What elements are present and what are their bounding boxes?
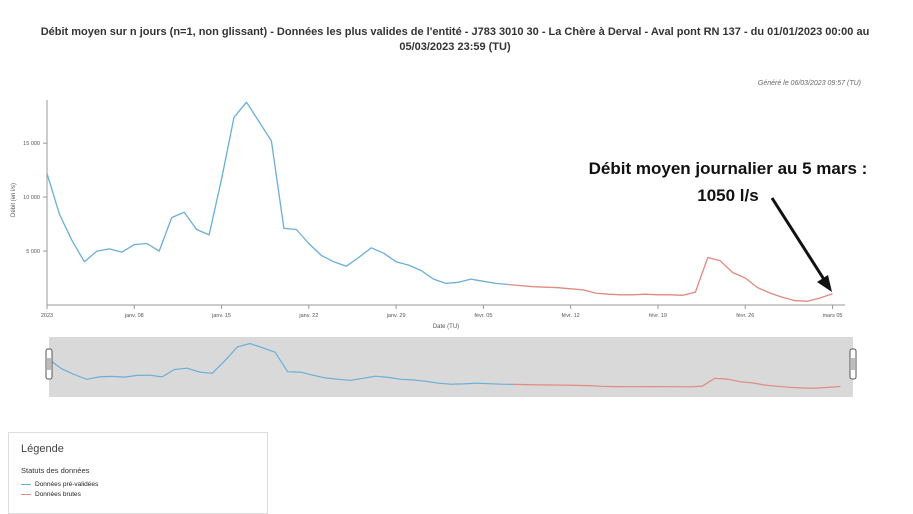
annotation-text: Débit moyen journalier au 5 mars : 1050 … [538,155,913,209]
y-axis-label: Débit (en l/s) [11,183,17,217]
x-tick-label: janv. 15 [211,313,231,319]
y-tick-label: 10 000 [23,195,40,201]
chart-title-line-1: Débit moyen sur n jours (n=1, non glissa… [40,26,870,38]
navigator-handle-right[interactable] [849,348,857,380]
annotation-arrow-shaft [770,197,827,282]
y-tick-label: 15 000 [23,141,40,147]
series-line-raw [508,256,833,302]
x-tick-label: févr. 26 [736,313,754,319]
y-tick-label: 5 000 [26,249,40,255]
series-line-prevalidated [46,101,509,286]
legend-label-prevalidated: Données pré-validées [35,481,99,488]
navigator-series-line-raw [513,377,841,389]
generated-timestamp: Généré le 06/03/2023 09:57 (TU) [757,80,861,87]
x-axis-label: Date (TU) [433,324,459,330]
x-tick-label: 2023 [41,313,53,319]
annotation-line-2: 1050 l/s [697,186,759,205]
x-tick-label: févr. 19 [649,313,667,319]
navigator-series-line-prevalidated [48,342,514,385]
x-tick-label: janv. 29 [386,313,406,319]
x-tick-label: févr. 05 [474,313,492,319]
x-tick-label: févr. 12 [562,313,580,319]
legend-swatch-raw [21,493,31,496]
legend-title: Légende [21,443,64,455]
legend-swatch-prevalidated [21,483,31,486]
legend-panel: Légende Statuts des données Données pré-… [8,432,268,514]
legend-subtitle: Statuts des données [21,466,90,475]
legend-item-raw[interactable]: Données brutes [21,491,81,498]
legend-label-raw: Données brutes [35,491,81,498]
navigator-background [49,337,853,397]
annotation-arrow-head [817,275,832,292]
chart-title: Débit moyen sur n jours (n=1, non glissa… [30,25,880,55]
annotation-line-1: Débit moyen journalier au 5 mars : [588,159,868,178]
navigator-handle-left[interactable] [45,348,53,380]
x-tick-label: janv. 22 [298,313,318,319]
legend-item-prevalidated[interactable]: Données pré-validées [21,481,98,488]
chart-title-line-2: 05/03/2023 23:59 (TU) [399,41,511,53]
x-tick-label: mars 05 [823,313,843,319]
x-tick-label: janv. 08 [124,313,144,319]
